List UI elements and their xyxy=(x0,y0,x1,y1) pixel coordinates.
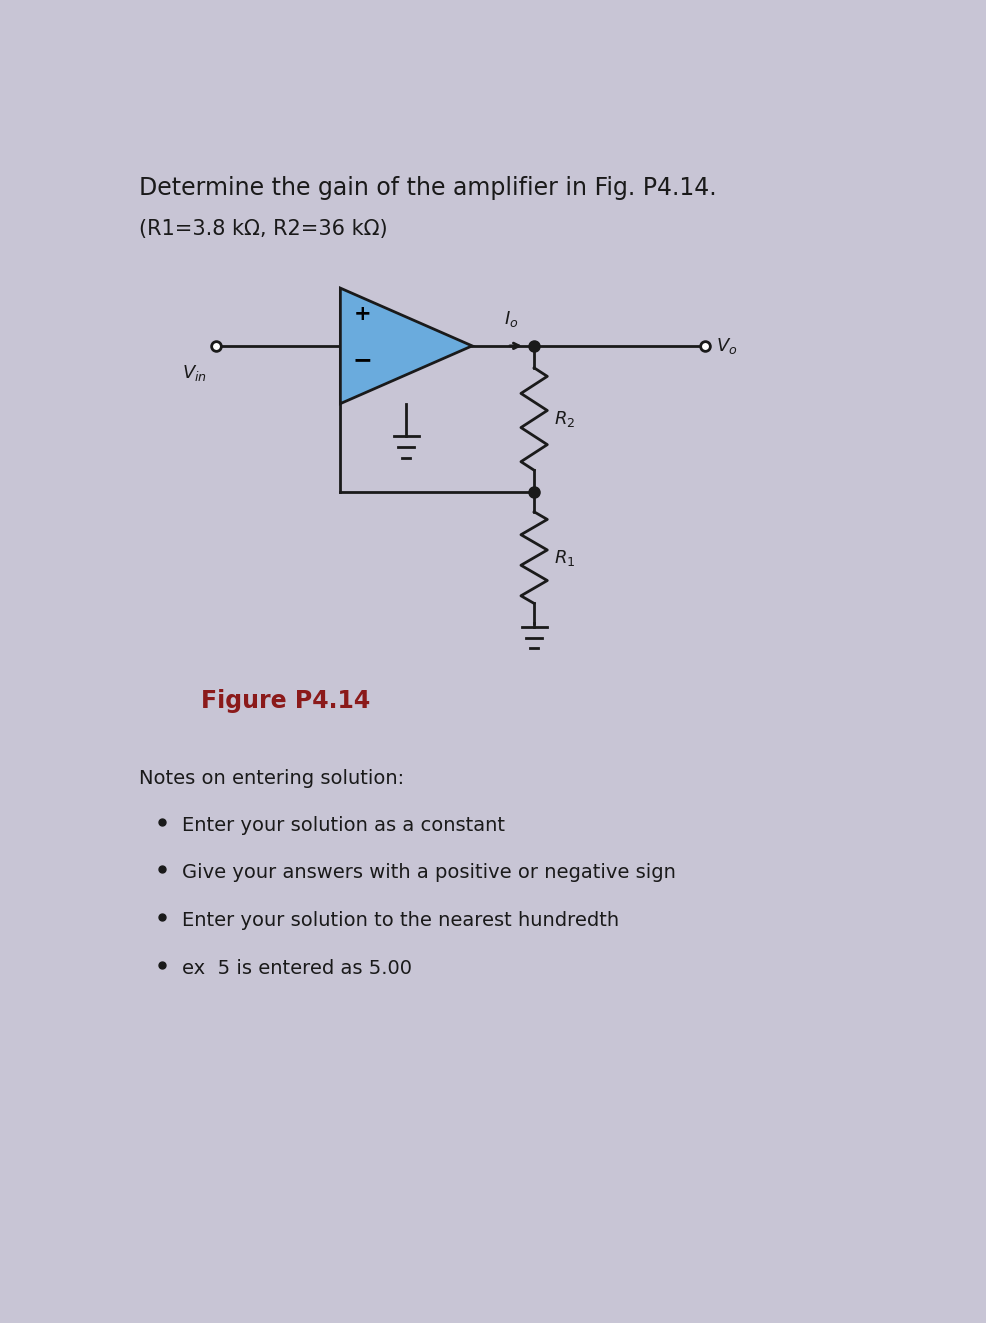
Text: Enter your solution as a constant: Enter your solution as a constant xyxy=(181,815,504,835)
Text: $R_2$: $R_2$ xyxy=(553,409,574,429)
Text: Figure P4.14: Figure P4.14 xyxy=(201,688,370,713)
Text: Notes on entering solution:: Notes on entering solution: xyxy=(139,770,403,789)
Text: ex  5 is entered as 5.00: ex 5 is entered as 5.00 xyxy=(181,959,411,978)
Text: Determine the gain of the amplifier in Fig. P4.14.: Determine the gain of the amplifier in F… xyxy=(139,176,716,201)
Text: (R1=3.8 kΩ, R2=36 kΩ): (R1=3.8 kΩ, R2=36 kΩ) xyxy=(139,218,387,239)
Text: +: + xyxy=(353,303,371,324)
Text: $R_1$: $R_1$ xyxy=(553,548,574,568)
Text: Enter your solution to the nearest hundredth: Enter your solution to the nearest hundr… xyxy=(181,912,618,930)
Text: Give your answers with a positive or negative sign: Give your answers with a positive or neg… xyxy=(181,864,674,882)
Text: $V_o$: $V_o$ xyxy=(716,336,737,356)
Polygon shape xyxy=(340,288,471,404)
Text: $I_o$: $I_o$ xyxy=(503,310,518,329)
Text: $V_{in}$: $V_{in}$ xyxy=(182,363,207,382)
Text: −: − xyxy=(352,348,372,372)
